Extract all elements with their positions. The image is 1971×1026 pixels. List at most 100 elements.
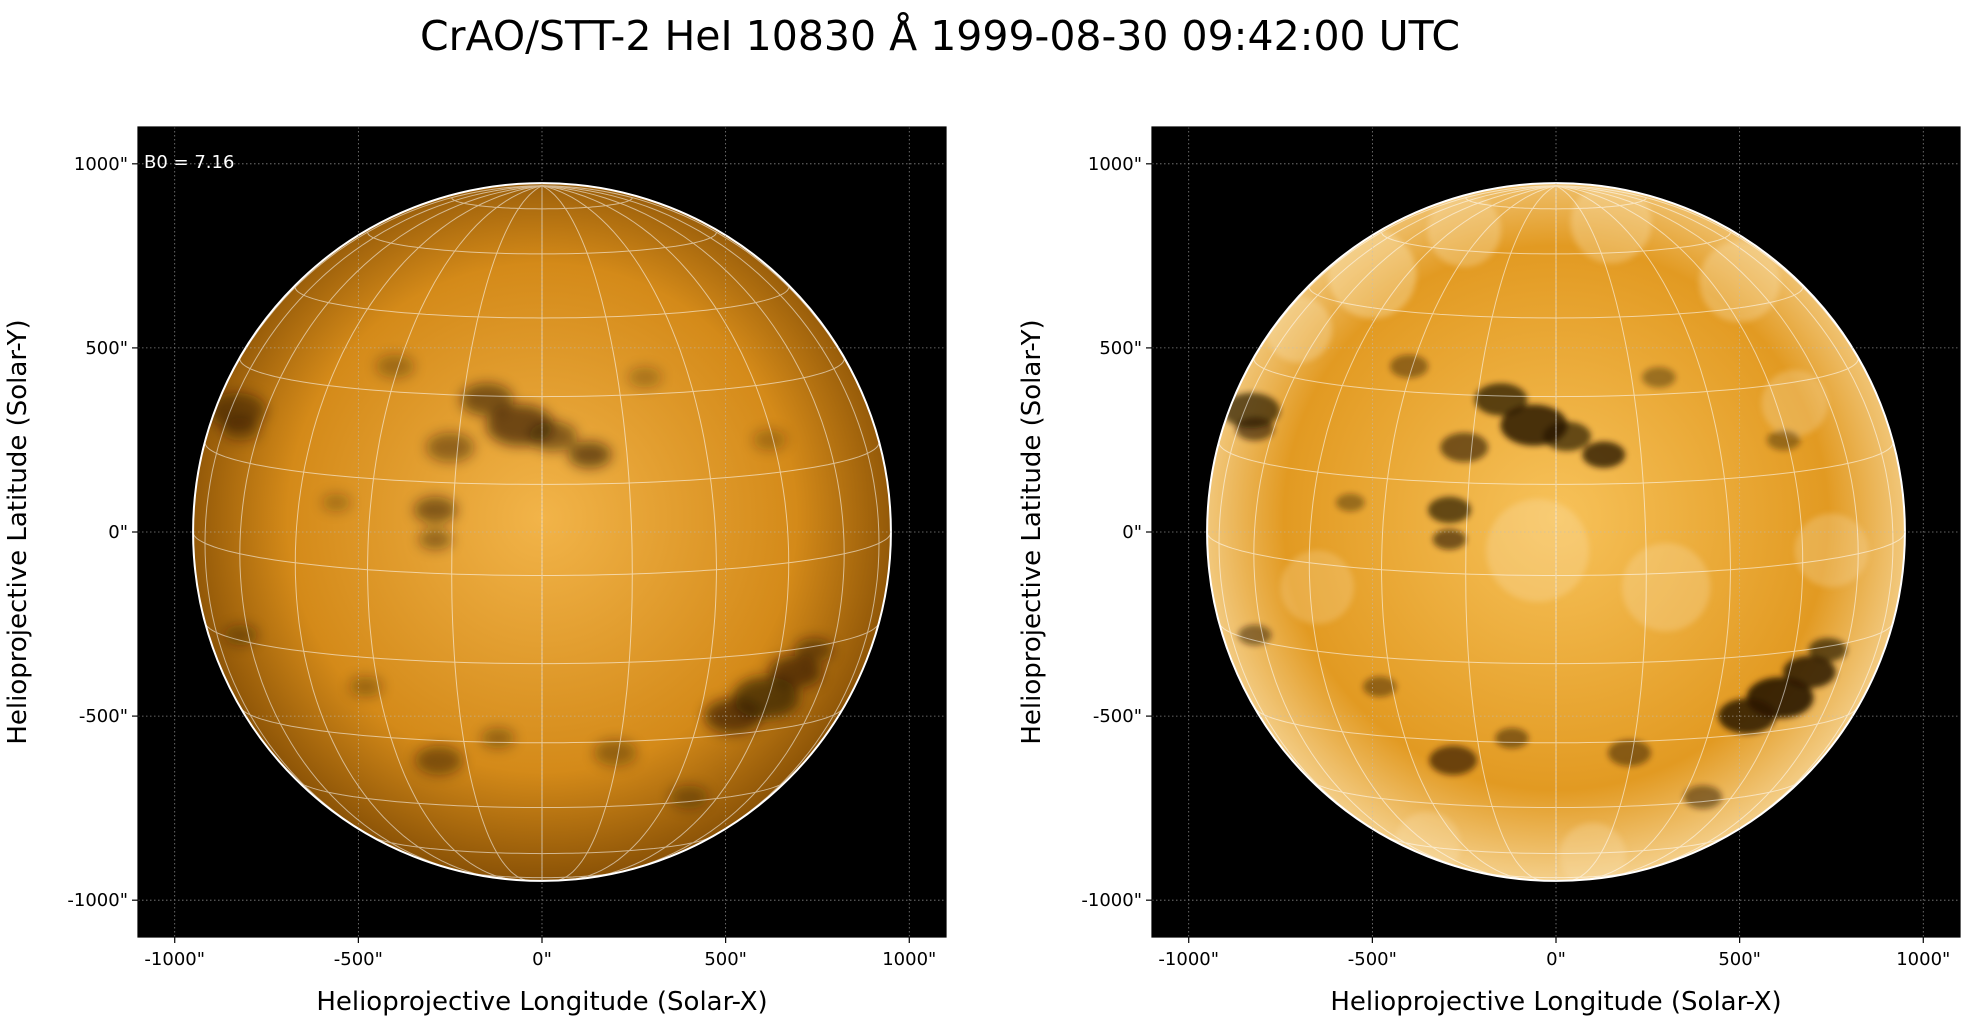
x-axis-label: Helioprojective Longitude (Solar-X) <box>1330 987 1781 1017</box>
parallel-line <box>1255 708 1857 744</box>
x-tick-label: 1000" <box>1896 949 1950 970</box>
parallel-line <box>1465 197 1647 210</box>
meridian-line <box>1253 185 1557 872</box>
dark-filament <box>1543 421 1591 451</box>
parallel-line <box>239 358 845 398</box>
dark-filament <box>628 367 662 388</box>
meridian-line <box>1555 185 1732 880</box>
dark-filament <box>1336 493 1365 512</box>
dark-filament <box>1582 441 1626 468</box>
dark-filament <box>1474 383 1528 416</box>
y-tick-label: 0" <box>1122 522 1142 543</box>
x-tick-label: 0" <box>532 949 552 970</box>
x-tick-label: -1000" <box>1158 949 1219 970</box>
dark-filament <box>1495 727 1529 749</box>
dark-filament <box>769 655 822 689</box>
solar-features <box>208 354 833 809</box>
dark-filament <box>752 429 787 451</box>
dark-filament <box>1746 677 1814 719</box>
meridian-line <box>1380 185 1557 880</box>
dark-filament <box>593 739 637 767</box>
x-tick-label: 0" <box>1546 949 1566 970</box>
x-tick-label: -500" <box>334 949 383 970</box>
bright-plage <box>1280 550 1354 624</box>
dark-filament <box>529 421 577 451</box>
dark-filament <box>669 785 709 809</box>
y-axis-label: Helioprojective Latitude (Solar-Y) <box>3 319 33 744</box>
x-tick-label: 500" <box>1718 949 1761 970</box>
right-panel: -1000" -500" 0" 500" 1000" 1000" 500" 0" -500" -1… <box>1017 126 1961 1017</box>
parallel-line <box>1386 836 1726 855</box>
meridian-line <box>541 185 718 880</box>
dark-filament <box>1428 496 1471 524</box>
dark-filament <box>732 677 800 719</box>
dark-filament <box>1440 432 1489 463</box>
bright-plage <box>1761 370 1828 437</box>
x-tick-label: -1000" <box>144 949 205 970</box>
parallel-line <box>1381 232 1731 255</box>
meridian-line <box>1465 185 1557 881</box>
figure-title: CrAO/STT-2 HeI 10830 Å 1999-08-30 09:42:… <box>420 12 1460 60</box>
x-tick-label: 1000" <box>882 949 936 970</box>
coordinate-grid <box>1152 127 1960 937</box>
y-tick-label: -500" <box>79 706 128 727</box>
bright-plage <box>1427 193 1501 267</box>
bright-plage <box>1699 241 1781 323</box>
parallel-line <box>294 287 790 319</box>
dark-filament <box>1607 739 1651 767</box>
dark-filament <box>1432 529 1467 550</box>
dark-filament <box>1238 624 1272 646</box>
y-tick-label: -1000" <box>67 890 128 911</box>
dark-filament <box>794 638 833 662</box>
meridian-line <box>541 185 633 881</box>
dark-filament <box>1783 655 1836 689</box>
dark-filament <box>426 432 475 463</box>
dark-filament <box>1362 676 1397 697</box>
dark-filament <box>375 354 415 379</box>
meridian-line <box>541 185 845 872</box>
left-panel: -1000" -500" 0" 500" 1000" 1000" 500" 0" -500" -1… <box>3 126 947 1017</box>
y-tick-label: -500" <box>1093 706 1142 727</box>
y-tick-label: 0" <box>108 522 128 543</box>
meridian-line <box>294 185 543 878</box>
meridian-line <box>239 185 543 872</box>
meridian-line <box>366 185 543 880</box>
bright-plage <box>1559 822 1626 881</box>
dark-filament <box>1429 745 1478 775</box>
meridian-line <box>1308 185 1557 878</box>
bright-plage <box>1622 543 1711 632</box>
dark-filament <box>414 496 457 524</box>
dark-filament <box>460 383 514 416</box>
x-axis-label: Helioprojective Longitude (Solar-X) <box>316 987 767 1017</box>
dark-filament <box>481 727 515 749</box>
dark-filament <box>415 745 464 775</box>
dark-filament <box>1642 367 1676 388</box>
parallel-line <box>1253 358 1859 398</box>
meridian-line <box>1218 185 1557 849</box>
meridian-line <box>1555 185 1647 881</box>
dark-filament <box>322 493 351 512</box>
dark-filament <box>221 417 260 441</box>
bright-plage <box>1486 498 1590 602</box>
x-tick-label: -500" <box>1348 949 1397 970</box>
y-tick-label: 1000" <box>74 154 128 175</box>
x-tick-label: 500" <box>704 949 747 970</box>
y-tick-label: 1000" <box>1088 154 1142 175</box>
meridian-line <box>1555 185 1859 872</box>
meridian-line <box>541 185 880 849</box>
coordinate-grid <box>138 127 946 937</box>
meridian-line <box>1555 185 1894 849</box>
dark-filament <box>1389 354 1429 379</box>
dark-filament <box>224 624 258 646</box>
meridian-line <box>1555 185 1804 878</box>
dark-filament <box>348 676 383 697</box>
dark-filament <box>418 529 453 550</box>
meridian-line <box>451 185 543 881</box>
dark-filament <box>1235 417 1274 441</box>
meridian-line <box>541 185 790 878</box>
y-tick-label: 500" <box>85 338 128 359</box>
dark-filament <box>1808 638 1847 662</box>
y-tick-label: 500" <box>1099 338 1142 359</box>
parallel-line <box>451 197 633 210</box>
